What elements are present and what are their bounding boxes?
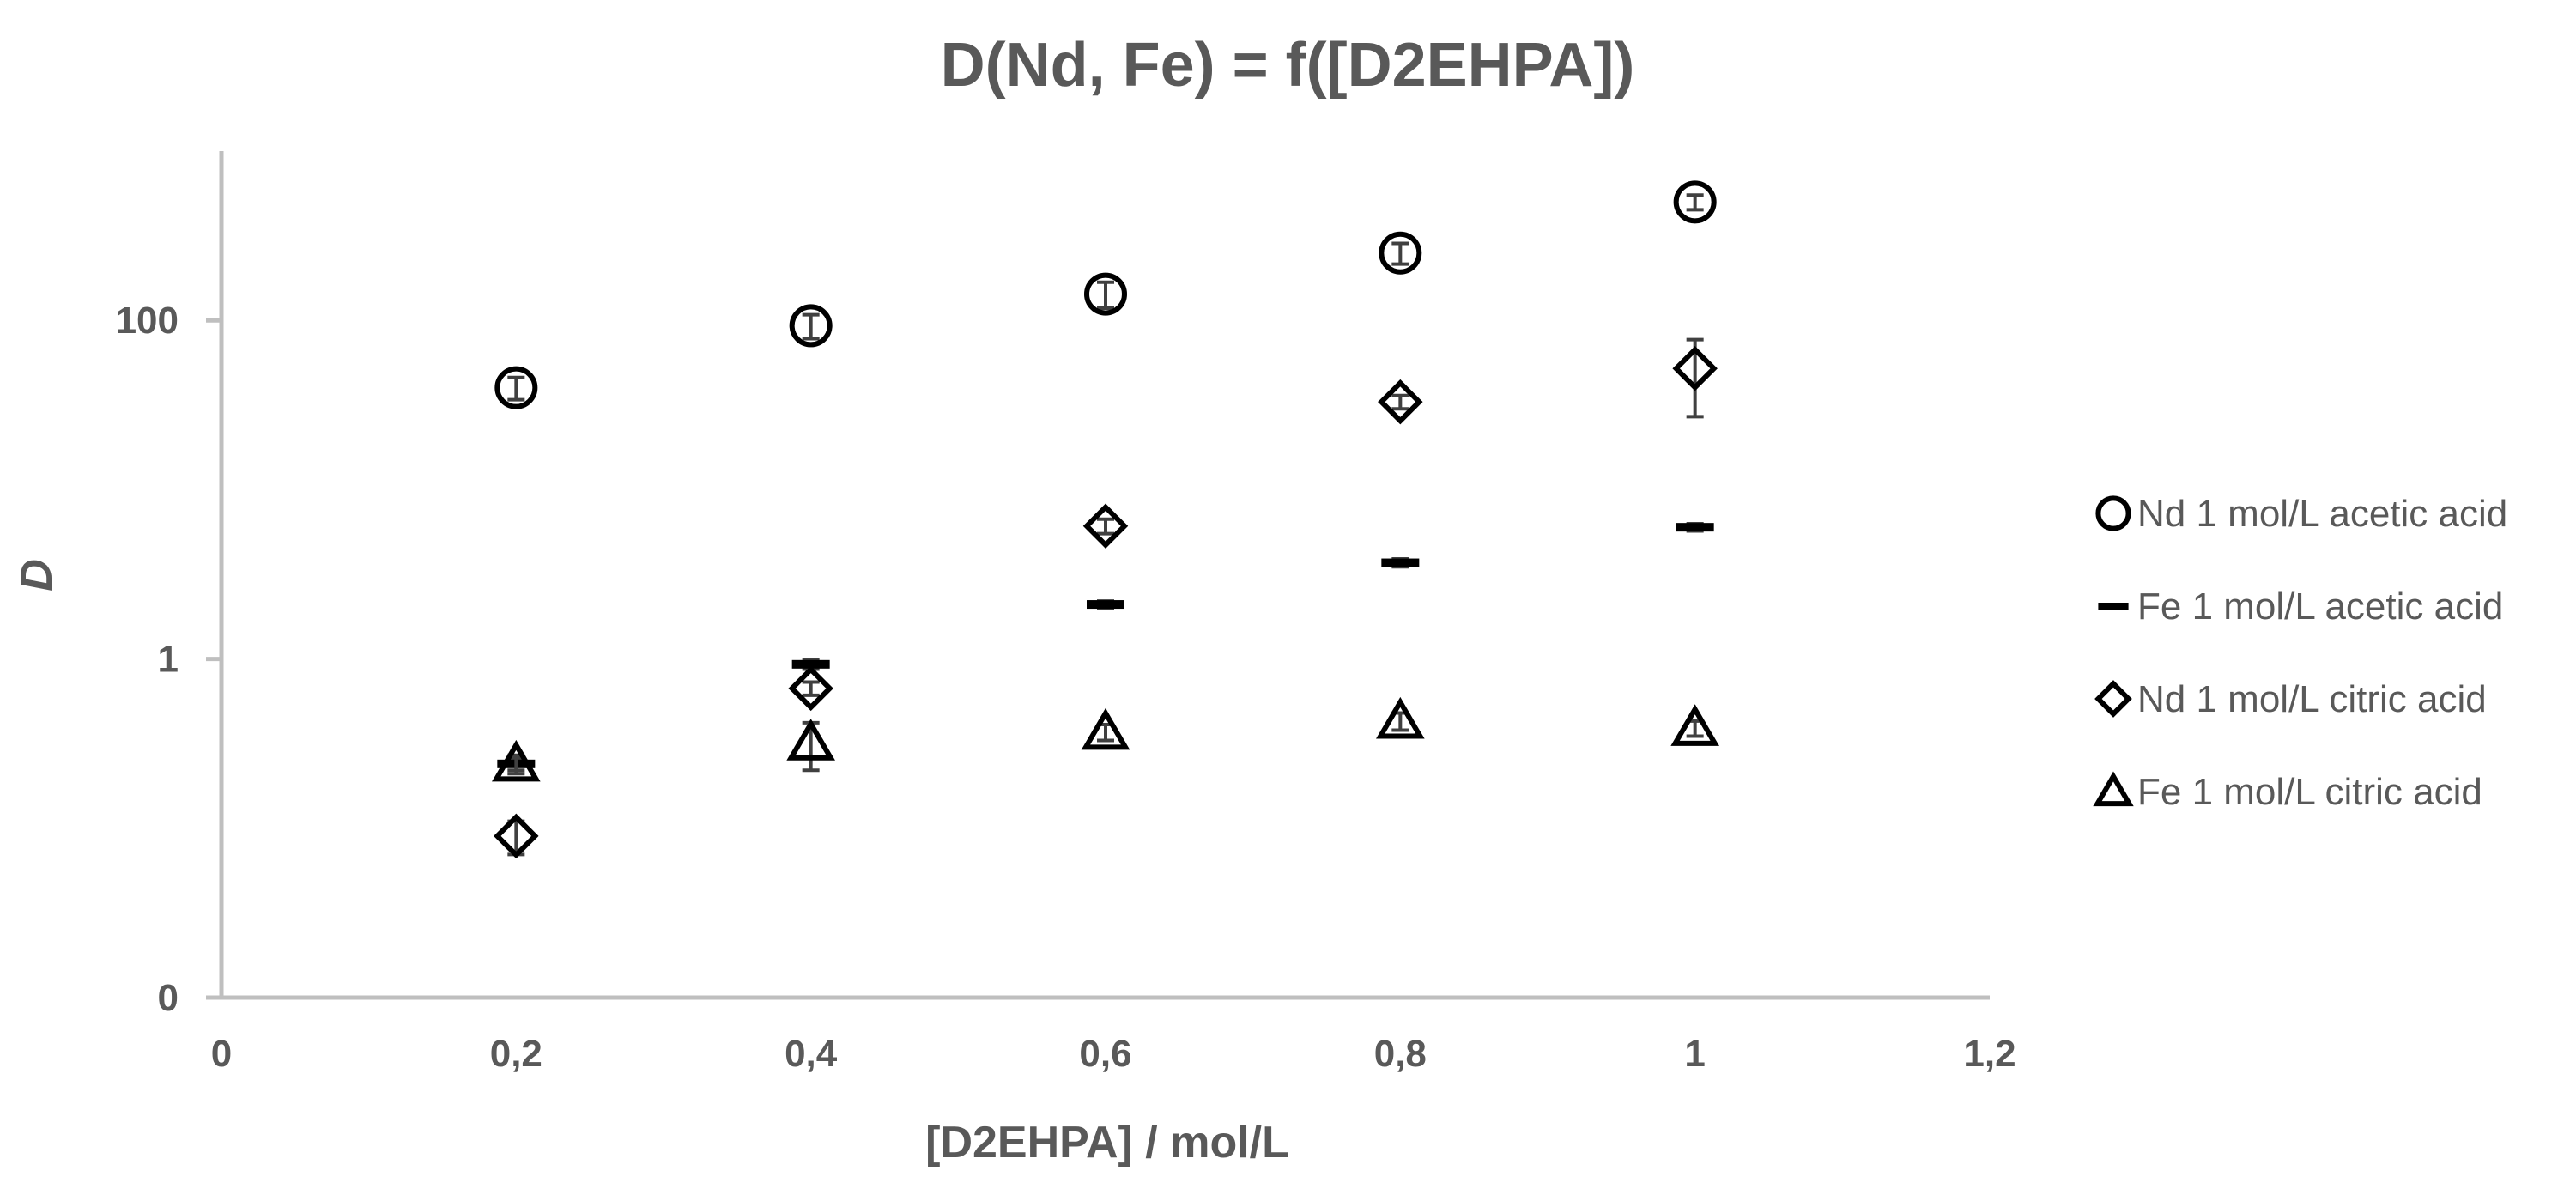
legend-label: Fe 1 mol/L citric acid [2137, 771, 2482, 813]
x-axis-label: [D2EHPA] / mol/L [925, 1118, 1289, 1168]
dash-marker [1087, 600, 1124, 610]
series-layer [492, 180, 1719, 859]
x-tick-label: 0,6 [1079, 1033, 1131, 1075]
diamond-marker [2094, 680, 2132, 718]
circle-marker [1379, 231, 1422, 275]
triangle-marker [1081, 707, 1130, 750]
circle-marker [1084, 272, 1127, 316]
diamond-marker [494, 813, 539, 859]
diamond-marker [1672, 345, 1718, 391]
x-tick-label: 0,4 [785, 1033, 838, 1075]
circle-marker [2095, 495, 2131, 531]
x-tick-label: 0,8 [1374, 1033, 1427, 1075]
diamond-marker [788, 665, 833, 712]
x-tick-label: 1 [1684, 1033, 1705, 1075]
legend-item: Fe 1 mol/L acetic acid [2098, 585, 2503, 628]
series-triangle [492, 696, 1719, 782]
series-circle [494, 180, 1717, 409]
triangle-marker [492, 739, 541, 782]
x-tick-label: 1,2 [1963, 1033, 2015, 1075]
y-tick-labels: 0 1 100 [116, 300, 221, 1019]
series-diamond [494, 337, 1718, 859]
chart-title: D(Nd, Fe) = f([D2EHPA]) [941, 31, 1635, 100]
dash-marker [1676, 523, 1714, 532]
plot-area: 0 0,2 0,4 0,6 0,8 1 1,2 0 1 100 [116, 151, 2016, 1075]
x-tick-label: 0,2 [490, 1033, 542, 1075]
y-tick-label: 1 [158, 639, 179, 681]
triangle-marker [1376, 696, 1425, 739]
legend-item: Nd 1 mol/L citric acid [2094, 678, 2487, 720]
x-tick-label: 0 [211, 1033, 232, 1075]
circle-marker [1673, 180, 1717, 224]
y-tick-label: 0 [158, 977, 179, 1019]
circle-marker [789, 304, 833, 348]
triangle-marker [1670, 704, 1719, 746]
y-axis-label: D [12, 559, 62, 591]
diamond-marker [1378, 379, 1423, 425]
legend-label: Nd 1 mol/L acetic acid [2137, 493, 2507, 535]
legend-item: Nd 1 mol/L acetic acid [2095, 493, 2507, 535]
x-tick-labels: 0 0,2 0,4 0,6 0,8 1 1,2 [211, 1033, 2016, 1075]
diamond-marker [1082, 503, 1129, 549]
dash-marker [791, 659, 830, 669]
triangle-marker [786, 719, 835, 761]
legend-item: Fe 1 mol/L citric acid [2093, 771, 2482, 813]
y-tick-label: 100 [116, 300, 179, 342]
legend-label: Fe 1 mol/L acetic acid [2137, 585, 2503, 628]
triangle-marker [2093, 771, 2134, 807]
legend: Nd 1 mol/L acetic acid Fe 1 mol/L acetic … [2093, 493, 2507, 813]
dash-marker [2098, 603, 2129, 610]
legend-label: Nd 1 mol/L citric acid [2137, 678, 2487, 720]
dash-marker [1381, 558, 1420, 567]
circle-marker [494, 366, 538, 409]
